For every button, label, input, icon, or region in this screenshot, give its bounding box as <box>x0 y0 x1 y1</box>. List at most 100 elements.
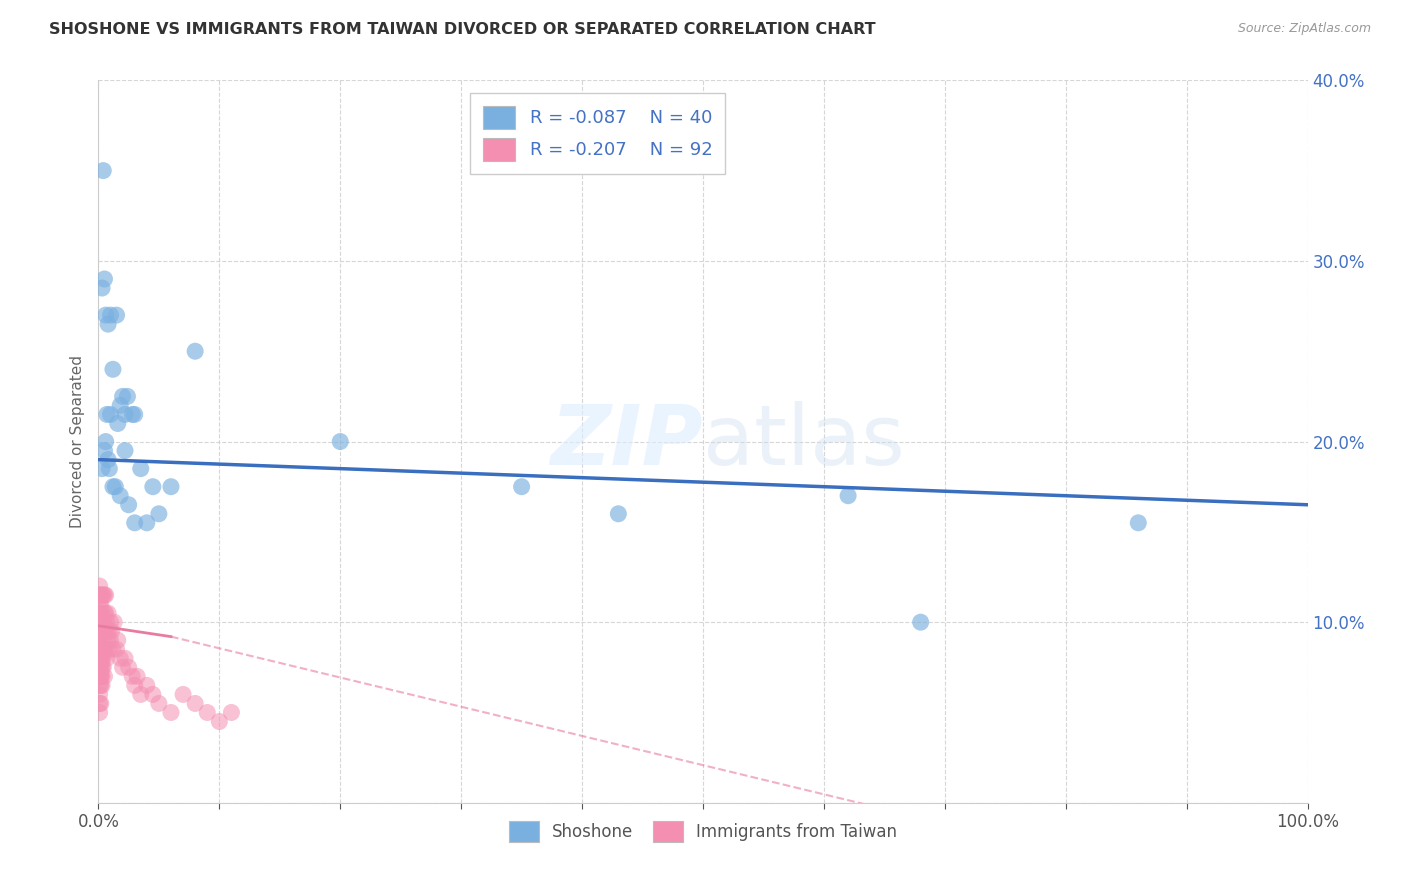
Point <box>89 660 111 674</box>
Point <box>121 669 143 683</box>
Point <box>89 651 111 665</box>
Point <box>90 697 112 711</box>
Point <box>89 606 111 620</box>
Point <box>142 480 165 494</box>
Point <box>93 642 115 657</box>
Point <box>124 678 146 692</box>
Point <box>91 642 114 657</box>
Point <box>89 697 111 711</box>
Point <box>510 480 533 494</box>
Point <box>1128 516 1150 530</box>
Point <box>91 660 114 674</box>
Point <box>117 389 139 403</box>
Point <box>93 669 115 683</box>
Point <box>91 660 114 674</box>
Point <box>105 308 128 322</box>
Point <box>118 660 141 674</box>
Point <box>96 624 118 639</box>
Legend: Shoshone, Immigrants from Taiwan: Shoshone, Immigrants from Taiwan <box>502 814 904 848</box>
Point <box>90 615 112 630</box>
Point <box>90 597 112 611</box>
Point <box>329 434 352 449</box>
Point <box>910 615 932 630</box>
Point <box>101 362 124 376</box>
Point <box>89 624 111 639</box>
Point <box>105 642 128 657</box>
Point <box>97 633 120 648</box>
Point <box>91 606 114 620</box>
Point <box>108 398 131 412</box>
Point <box>104 480 127 494</box>
Point <box>127 669 149 683</box>
Point <box>89 633 111 648</box>
Point <box>90 642 112 657</box>
Point <box>607 507 630 521</box>
Point <box>184 344 207 359</box>
Text: atlas: atlas <box>703 401 904 482</box>
Point <box>89 687 111 701</box>
Text: ZIP: ZIP <box>550 401 703 482</box>
Point <box>91 281 114 295</box>
Point <box>89 624 111 639</box>
Point <box>90 606 112 620</box>
Point <box>107 417 129 431</box>
Point <box>94 434 117 449</box>
Point <box>89 597 111 611</box>
Point <box>129 687 152 701</box>
Point <box>91 588 114 602</box>
Point <box>91 642 114 657</box>
Point <box>93 624 115 639</box>
Point <box>100 624 122 639</box>
Point <box>89 642 111 657</box>
Point <box>103 615 125 630</box>
Point <box>195 706 218 720</box>
Point <box>90 633 112 648</box>
Point <box>90 669 112 683</box>
Point <box>91 163 114 178</box>
Point <box>121 408 143 422</box>
Point <box>98 461 121 475</box>
Point <box>114 651 136 665</box>
Point <box>111 660 134 674</box>
Point <box>91 588 114 602</box>
Point <box>96 615 118 630</box>
Point <box>89 678 111 692</box>
Point <box>94 624 117 639</box>
Point <box>89 588 111 602</box>
Point <box>93 272 115 286</box>
Point <box>91 669 114 683</box>
Point <box>114 443 136 458</box>
Point <box>135 678 157 692</box>
Point <box>108 489 131 503</box>
Point <box>90 624 112 639</box>
Point <box>90 651 112 665</box>
Point <box>89 579 111 593</box>
Point <box>91 678 114 692</box>
Point <box>90 669 112 683</box>
Point <box>89 615 111 630</box>
Point <box>129 461 152 475</box>
Point <box>89 606 111 620</box>
Text: Source: ZipAtlas.com: Source: ZipAtlas.com <box>1237 22 1371 36</box>
Point <box>91 461 114 475</box>
Point <box>100 633 122 648</box>
Point <box>98 642 121 657</box>
Point <box>90 651 112 665</box>
Point <box>93 443 115 458</box>
Point <box>100 308 122 322</box>
Point <box>114 408 136 422</box>
Point <box>93 606 115 620</box>
Point <box>135 516 157 530</box>
Point <box>89 588 111 602</box>
Point <box>142 687 165 701</box>
Point <box>96 651 118 665</box>
Point <box>118 498 141 512</box>
Point <box>837 489 859 503</box>
Point <box>160 706 183 720</box>
Point <box>94 308 117 322</box>
Point <box>148 697 170 711</box>
Point <box>90 678 112 692</box>
Point <box>90 624 112 639</box>
Point <box>172 687 194 701</box>
Point <box>90 588 112 602</box>
